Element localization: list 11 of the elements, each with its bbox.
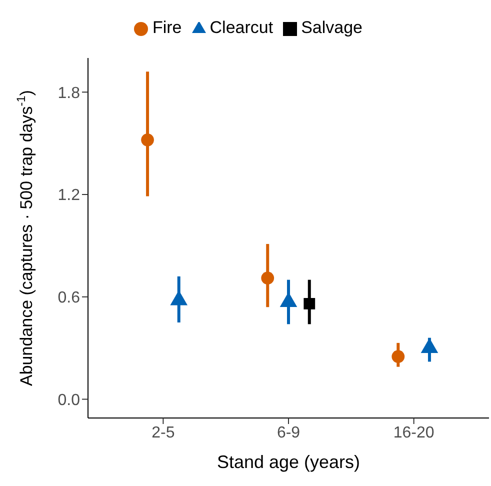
legend-label: Salvage [301, 18, 363, 37]
x-tick-label: 6-9 [276, 424, 300, 442]
x-axis-title: Stand age (years) [216, 452, 360, 472]
y-tick-label: 1.8 [58, 84, 80, 102]
x-tick-label: 2-5 [152, 424, 175, 442]
y-tick-label: 0.6 [58, 290, 80, 307]
y-tick-label: 0.0 [58, 392, 80, 409]
x-tick-label: 16-20 [393, 424, 434, 442]
legend-label: Fire [152, 18, 182, 37]
y-tick-label: 1.2 [58, 187, 80, 204]
legend-label: Clearcut [210, 18, 274, 37]
